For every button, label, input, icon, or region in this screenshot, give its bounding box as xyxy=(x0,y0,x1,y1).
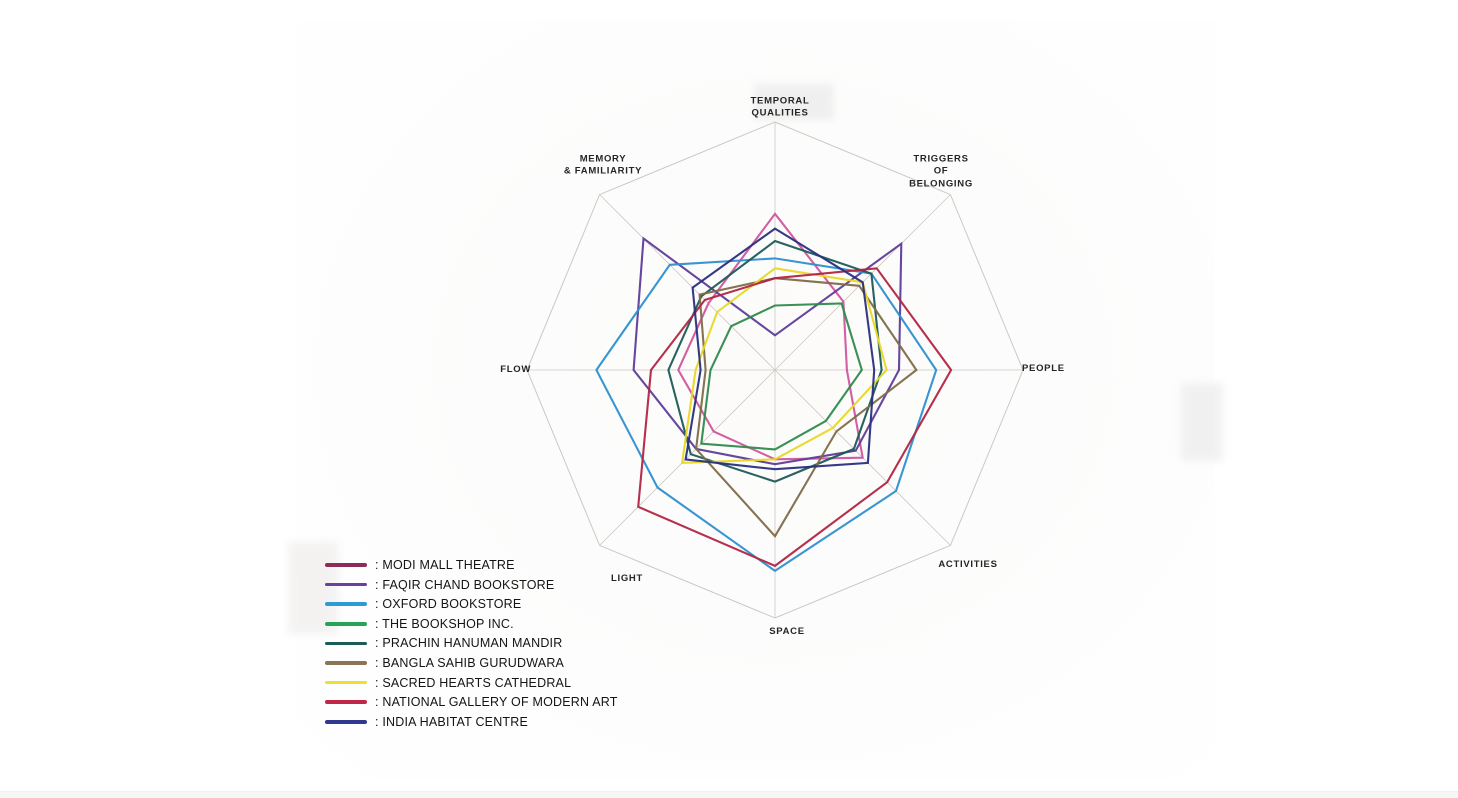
axis-label-memory-familiarity: MEMORY & FAMILIARITY xyxy=(563,153,643,177)
legend-item: : INDIA HABITAT CENTRE xyxy=(325,716,618,728)
legend-label: : FAQIR CHAND BOOKSTORE xyxy=(375,577,555,592)
legend-swatch xyxy=(325,719,367,724)
series-polygon-sacred-hearts-cathedral xyxy=(680,267,888,464)
legend-label: : OXFORD BOOKSTORE xyxy=(375,597,522,612)
series-polygon-india-habitat-centre xyxy=(684,227,876,471)
legend-label: : BANGLA SAHIB GURUDWARA xyxy=(375,655,565,670)
axis-label-triggers-of-belonging: TRIGGERS OF BELONGING xyxy=(909,153,973,190)
axis-label-light: LIGHT xyxy=(611,572,643,584)
series-polygon-prachin-hanuman-mandir xyxy=(667,239,883,483)
legend-label: : PRACHIN HANUMAN MANDIR xyxy=(375,636,563,651)
radar-axis-line-memory-familiarity xyxy=(599,194,776,371)
legend-swatch xyxy=(325,563,367,567)
axis-label-people: PEOPLE xyxy=(1022,362,1065,374)
legend-item: : FAQIR CHAND BOOKSTORE xyxy=(325,577,618,592)
legend-swatch xyxy=(325,641,367,646)
legend: : MODI MALL THEATRE : FAQIR CHAND BOOKSTO… xyxy=(325,559,618,728)
series-polygon-oxford-bookstore xyxy=(595,257,938,573)
legend-label: : THE BOOKSHOP INC. xyxy=(375,616,514,631)
legend-swatch xyxy=(325,680,367,685)
legend-item: : OXFORD BOOKSTORE xyxy=(325,598,618,610)
legend-item: : NATIONAL GALLERY OF MODERN ART xyxy=(325,696,618,708)
axis-label-activities: ACTIVITIES xyxy=(938,558,998,570)
scanned-paper-background xyxy=(295,20,1215,780)
legend-label: : NATIONAL GALLERY OF MODERN ART xyxy=(375,695,618,710)
series-polygon-the-bookshop-inc xyxy=(700,302,863,451)
radar-axis-line-light xyxy=(599,369,776,546)
legend-item: : SACRED HEARTS CATHEDRAL xyxy=(325,675,618,690)
series-polygon-faqir-chand-bookstore xyxy=(632,236,903,466)
legend-label: : MODI MALL THEATRE xyxy=(375,558,515,572)
legend-item: : PRACHIN HANUMAN MANDIR xyxy=(325,636,618,651)
legend-item: : THE BOOKSHOP INC. xyxy=(325,618,618,630)
legend-swatch xyxy=(325,582,367,587)
legend-item: : BANGLA SAHIB GURUDWARA xyxy=(325,657,618,669)
series-polygon-bangla-sahib-gurudwara xyxy=(695,277,918,538)
axis-label-space: SPACE xyxy=(769,625,805,637)
axis-label-temporal-qualities: TEMPORAL QUALITIES xyxy=(750,95,810,119)
legend-swatch xyxy=(325,602,367,606)
legend-item: : MODI MALL THEATRE xyxy=(325,559,618,571)
legend-label: : SACRED HEARTS CATHEDRAL xyxy=(375,675,572,690)
series-polygon-national-gallery-of-modern-art xyxy=(637,267,953,568)
legend-label: : INDIA HABITAT CENTRE xyxy=(375,714,529,729)
legend-swatch xyxy=(325,621,367,626)
axis-label-flow: FLOW xyxy=(500,363,531,375)
legend-swatch xyxy=(325,700,367,704)
legend-swatch xyxy=(325,661,367,665)
series-polygon-modi-mall-theatre xyxy=(677,212,864,461)
